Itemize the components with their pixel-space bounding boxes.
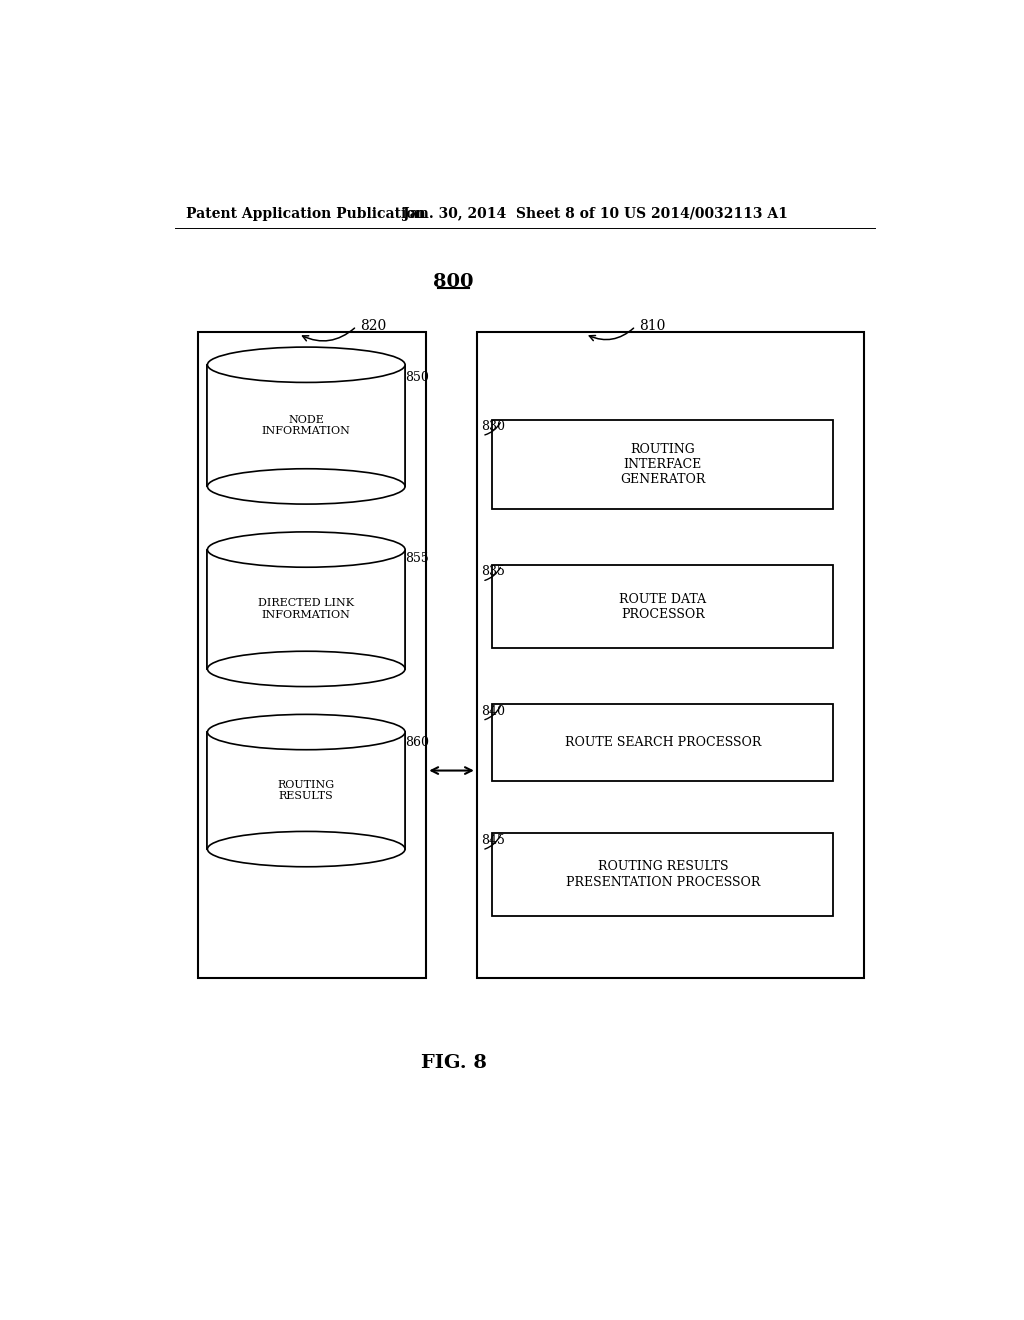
Bar — [208, 549, 406, 669]
Bar — [477, 331, 864, 978]
Text: NODE
INFORMATION: NODE INFORMATION — [262, 414, 350, 437]
Text: 855: 855 — [406, 552, 429, 565]
Ellipse shape — [208, 469, 406, 504]
Bar — [198, 331, 426, 978]
Bar — [208, 733, 406, 849]
Ellipse shape — [208, 532, 406, 568]
Text: ROUTE SEARCH PROCESSOR: ROUTE SEARCH PROCESSOR — [564, 735, 761, 748]
Text: ROUTING
RESULTS: ROUTING RESULTS — [278, 780, 335, 801]
Text: 835: 835 — [480, 565, 505, 578]
Bar — [493, 420, 834, 508]
Text: FIG. 8: FIG. 8 — [421, 1055, 486, 1072]
Bar — [493, 833, 834, 916]
Text: 840: 840 — [480, 705, 505, 718]
Text: 800: 800 — [433, 273, 474, 290]
Text: 860: 860 — [406, 735, 429, 748]
Text: ROUTING
INTERFACE
GENERATOR: ROUTING INTERFACE GENERATOR — [621, 444, 706, 486]
Ellipse shape — [208, 651, 406, 686]
Text: Patent Application Publication: Patent Application Publication — [186, 207, 426, 220]
Ellipse shape — [208, 832, 406, 867]
Text: Jan. 30, 2014  Sheet 8 of 10: Jan. 30, 2014 Sheet 8 of 10 — [403, 207, 620, 220]
Bar — [493, 704, 834, 780]
Bar — [493, 565, 834, 648]
Text: 850: 850 — [406, 371, 429, 384]
Ellipse shape — [208, 347, 406, 383]
Text: 830: 830 — [480, 420, 505, 433]
Text: DIRECTED LINK
INFORMATION: DIRECTED LINK INFORMATION — [258, 598, 354, 620]
Text: ROUTE DATA
PROCESSOR: ROUTE DATA PROCESSOR — [620, 593, 707, 620]
Text: ROUTING RESULTS
PRESENTATION PROCESSOR: ROUTING RESULTS PRESENTATION PROCESSOR — [565, 861, 760, 888]
Text: 820: 820 — [360, 319, 387, 333]
Text: US 2014/0032113 A1: US 2014/0032113 A1 — [624, 207, 787, 220]
Text: 810: 810 — [640, 319, 666, 333]
Ellipse shape — [208, 714, 406, 750]
Text: 845: 845 — [480, 834, 505, 847]
Bar — [208, 364, 406, 487]
